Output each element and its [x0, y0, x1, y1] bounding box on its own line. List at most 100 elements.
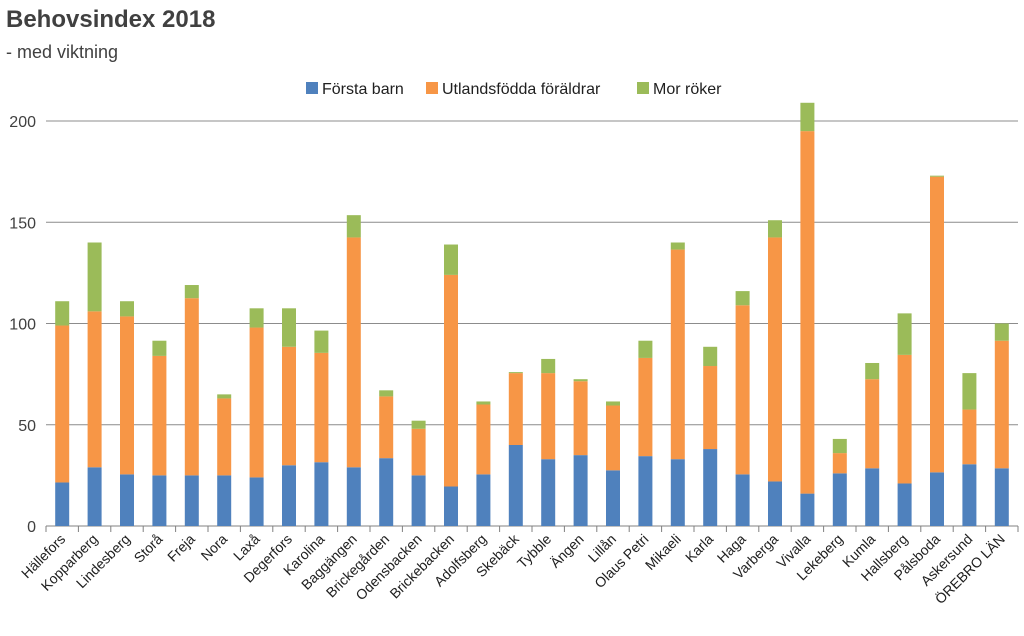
bar-utlandsf-dda-f-r-ldrar — [346, 237, 361, 468]
bar-utlandsf-dda-f-r-ldrar — [768, 237, 782, 482]
bar-utlandsf-dda-f-r-ldrar — [379, 396, 394, 459]
y-tick-label: 150 — [9, 215, 36, 232]
bar-mor-r-ker — [800, 102, 815, 132]
bar-f-rsta-barn — [411, 475, 426, 526]
bar-mor-r-ker — [120, 301, 134, 317]
bar-utlandsf-dda-f-r-ldrar — [865, 379, 880, 469]
bar-f-rsta-barn — [217, 475, 232, 526]
bar-mor-r-ker — [735, 291, 750, 306]
bar-f-rsta-barn — [832, 473, 847, 526]
bar-f-rsta-barn — [87, 467, 102, 526]
bar-f-rsta-barn — [865, 468, 880, 526]
bar-mor-r-ker — [379, 390, 394, 397]
bar-utlandsf-dda-f-r-ldrar — [670, 249, 685, 460]
bar-mor-r-ker — [282, 308, 296, 347]
x-tick-label: Karla — [682, 531, 717, 566]
bar-mor-r-ker — [703, 346, 718, 367]
y-tick-label: 100 — [9, 317, 36, 334]
x-tick-label: Mikaeli — [642, 531, 684, 573]
bar-mor-r-ker — [606, 401, 620, 406]
bar-utlandsf-dda-f-r-ldrar — [573, 381, 588, 456]
bar-utlandsf-dda-f-r-ldrar — [249, 327, 264, 478]
bar-f-rsta-barn — [573, 455, 588, 526]
bar-f-rsta-barn — [962, 464, 977, 526]
bar-mor-r-ker — [670, 242, 685, 250]
bar-f-rsta-barn — [670, 459, 685, 526]
bar-utlandsf-dda-f-r-ldrar — [282, 346, 296, 466]
bar-f-rsta-barn — [346, 467, 361, 526]
gridlines — [45, 120, 1019, 532]
y-tick-label: 50 — [18, 418, 36, 435]
x-tick-label: Nora — [198, 531, 231, 564]
bar-utlandsf-dda-f-r-ldrar — [962, 409, 977, 465]
bar-f-rsta-barn — [508, 445, 523, 526]
bar-utlandsf-dda-f-r-ldrar — [55, 325, 70, 483]
bar-mor-r-ker — [217, 394, 232, 399]
bar-f-rsta-barn — [249, 477, 264, 526]
bar-f-rsta-barn — [55, 482, 70, 526]
bar-f-rsta-barn — [994, 468, 1009, 526]
bar-f-rsta-barn — [282, 465, 296, 526]
bar-utlandsf-dda-f-r-ldrar — [703, 366, 718, 450]
bar-f-rsta-barn — [541, 459, 556, 526]
bar-utlandsf-dda-f-r-ldrar — [930, 176, 944, 473]
bar-mor-r-ker — [638, 340, 653, 358]
legend-label: Utlandsfödda föräldrar — [442, 81, 601, 98]
bar-mor-r-ker — [444, 244, 458, 275]
bar-utlandsf-dda-f-r-ldrar — [832, 453, 847, 474]
legend-label: Mor röker — [653, 81, 722, 98]
chart-title: Behovsindex 2018 — [6, 6, 216, 33]
y-tick-label: 200 — [9, 114, 36, 131]
bar-f-rsta-barn — [800, 493, 815, 526]
legend-swatch — [306, 82, 318, 94]
legend: Första barn Utlandsfödda föräldrar Mor rök… — [306, 81, 722, 98]
bar-utlandsf-dda-f-r-ldrar — [606, 405, 620, 471]
bar-f-rsta-barn — [768, 481, 782, 526]
bar-utlandsf-dda-f-r-ldrar — [314, 352, 329, 463]
bar-utlandsf-dda-f-r-ldrar — [184, 298, 199, 476]
bar-f-rsta-barn — [184, 475, 199, 526]
bar-utlandsf-dda-f-r-ldrar — [994, 340, 1009, 469]
bar-mor-r-ker — [476, 401, 491, 405]
bar-utlandsf-dda-f-r-ldrar — [120, 316, 134, 475]
x-tick-label: Ängen — [547, 531, 587, 571]
bar-utlandsf-dda-f-r-ldrar — [800, 131, 815, 494]
bar-f-rsta-barn — [930, 472, 944, 526]
y-axis-labels: 0 50 100 150 200 — [9, 114, 36, 536]
bar-f-rsta-barn — [444, 486, 458, 526]
bar-mor-r-ker — [897, 313, 912, 355]
bar-mor-r-ker — [541, 358, 556, 374]
bar-f-rsta-barn — [703, 449, 718, 526]
bar-series — [55, 102, 1009, 526]
bar-utlandsf-dda-f-r-ldrar — [735, 305, 750, 475]
x-tick-label: Freja — [164, 531, 198, 565]
y-tick-label: 0 — [27, 519, 36, 536]
bar-mor-r-ker — [152, 340, 167, 356]
bar-f-rsta-barn — [476, 474, 491, 526]
bar-f-rsta-barn — [606, 470, 620, 526]
bar-mor-r-ker — [346, 215, 361, 238]
bar-utlandsf-dda-f-r-ldrar — [638, 357, 653, 457]
legend-label: Första barn — [322, 81, 404, 98]
bar-mor-r-ker — [411, 420, 426, 429]
bar-f-rsta-barn — [379, 458, 394, 526]
bar-mor-r-ker — [994, 323, 1009, 341]
bar-utlandsf-dda-f-r-ldrar — [152, 355, 167, 476]
x-tick-label: Tybble — [514, 531, 555, 572]
bar-mor-r-ker — [930, 175, 944, 177]
bar-mor-r-ker — [832, 438, 847, 454]
bar-mor-r-ker — [184, 285, 199, 299]
bar-f-rsta-barn — [120, 474, 134, 526]
bar-utlandsf-dda-f-r-ldrar — [476, 404, 491, 475]
bar-f-rsta-barn — [735, 474, 750, 526]
bar-mor-r-ker — [573, 379, 588, 382]
bar-mor-r-ker — [508, 372, 523, 374]
bar-f-rsta-barn — [314, 462, 329, 526]
bar-utlandsf-dda-f-r-ldrar — [897, 354, 912, 484]
bar-mor-r-ker — [768, 220, 782, 238]
bar-f-rsta-barn — [897, 483, 912, 526]
bar-mor-r-ker — [865, 362, 880, 380]
bar-utlandsf-dda-f-r-ldrar — [411, 428, 426, 476]
